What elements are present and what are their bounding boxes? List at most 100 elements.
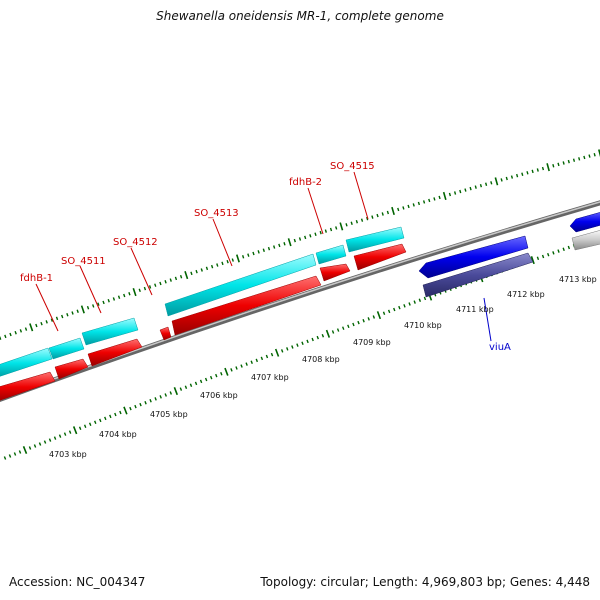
cds-feature[interactable] [164,253,317,317]
minor-tick [50,318,54,322]
minor-tick [164,280,167,284]
cds-feature[interactable] [171,275,322,336]
minor-tick [210,264,214,269]
cds-feature[interactable] [571,229,600,251]
minor-tick [423,296,427,301]
minor-tick [387,309,391,314]
minor-tick [138,288,141,293]
major-tick [494,177,499,186]
minor-tick [301,341,304,345]
minor-tick [117,295,121,299]
cds-feature[interactable] [569,211,600,233]
leader-line [212,218,233,267]
minor-tick [231,258,234,262]
scale-label: 4705 kbp [150,410,188,419]
minor-tick [362,318,365,323]
upper-tick-track [0,149,600,340]
minor-tick [293,238,296,243]
minor-tick [159,395,162,399]
minor-tick [134,404,137,409]
minor-tick [257,250,260,254]
cds-track-inner [0,243,407,402]
scale-label: 4710 kbp [404,321,442,330]
minor-tick [14,330,17,335]
minor-tick [262,248,265,252]
minor-tick [372,315,376,319]
minor-tick [209,375,213,380]
cds-feature[interactable] [0,371,56,402]
minor-tick [230,368,233,372]
minor-tick [66,313,69,317]
minor-tick [350,221,353,226]
minor-tick [567,245,571,250]
scale-label: 4712 kbp [507,290,545,299]
minor-tick [562,247,565,252]
minor-tick [331,330,335,334]
cds-feature[interactable] [418,235,529,279]
minor-tick [43,440,47,444]
major-tick [72,426,78,435]
cds-feature[interactable] [0,347,53,378]
minor-tick [3,456,7,460]
cds-feature[interactable] [319,263,351,282]
minor-tick [61,314,64,319]
major-tick [339,222,344,231]
gene-label-SO_4512[interactable]: SO_4512 [113,237,158,248]
cds-feature[interactable] [422,252,534,298]
cds-feature[interactable] [315,244,347,265]
minor-tick [314,232,317,236]
cds-feature[interactable] [54,358,89,380]
minor-tick [381,212,384,216]
gene-label-SO_4515[interactable]: SO_4515 [330,161,375,172]
minor-tick [319,230,322,235]
minor-tick [112,297,116,301]
minor-tick [221,261,224,266]
minor-tick [578,157,581,161]
minor-tick [204,377,208,382]
minor-tick [99,418,102,423]
minor-tick [9,332,12,337]
minor-tick [241,255,245,259]
minor-tick [199,379,203,384]
major-tick [530,256,535,265]
minor-tick [536,256,540,261]
gene-label-SO_4511[interactable]: SO_4511 [61,256,106,267]
cds-feature[interactable] [81,317,139,346]
cds-feature[interactable] [87,338,143,367]
cds-feature[interactable] [353,243,407,271]
minor-tick [347,324,350,329]
minor-tick [93,420,97,425]
minor-tick [40,321,43,326]
minor-tick [552,164,555,168]
gene-label-fdhB-2[interactable]: fdhB-2 [289,177,322,188]
minor-tick [19,329,23,333]
minor-tick [552,251,555,255]
minor-tick [71,311,74,315]
minor-tick [335,226,338,230]
minor-tick [541,254,545,259]
minor-tick [174,276,178,281]
major-tick [391,206,395,216]
minor-tick [516,173,519,178]
cds-feature[interactable] [48,337,85,360]
gene-label-fdhB-1[interactable]: fdhB-1 [20,273,53,284]
scale-labels: 4703 kbp 4704 kbp 4705 kbp 4706 kbp 4707… [49,275,597,459]
topology-text: Topology: circular; Length: 4,969,803 bp… [260,575,590,589]
gene-label-SO_4513[interactable]: SO_4513 [194,208,239,219]
scale-label: 4703 kbp [49,450,87,459]
minor-tick [164,393,167,397]
minor-tick [588,154,591,158]
minor-tick [583,155,586,160]
gene-label-viuA[interactable]: viuA [489,342,511,353]
minor-tick [336,328,340,332]
label-leaders [35,171,492,342]
minor-tick [526,171,529,175]
cds-feature[interactable] [159,326,172,341]
cds-feature[interactable] [345,226,405,253]
minor-tick [547,252,550,257]
minor-tick [216,263,219,267]
minor-tick [521,172,524,176]
minor-tick [386,210,390,215]
minor-tick [306,339,309,344]
